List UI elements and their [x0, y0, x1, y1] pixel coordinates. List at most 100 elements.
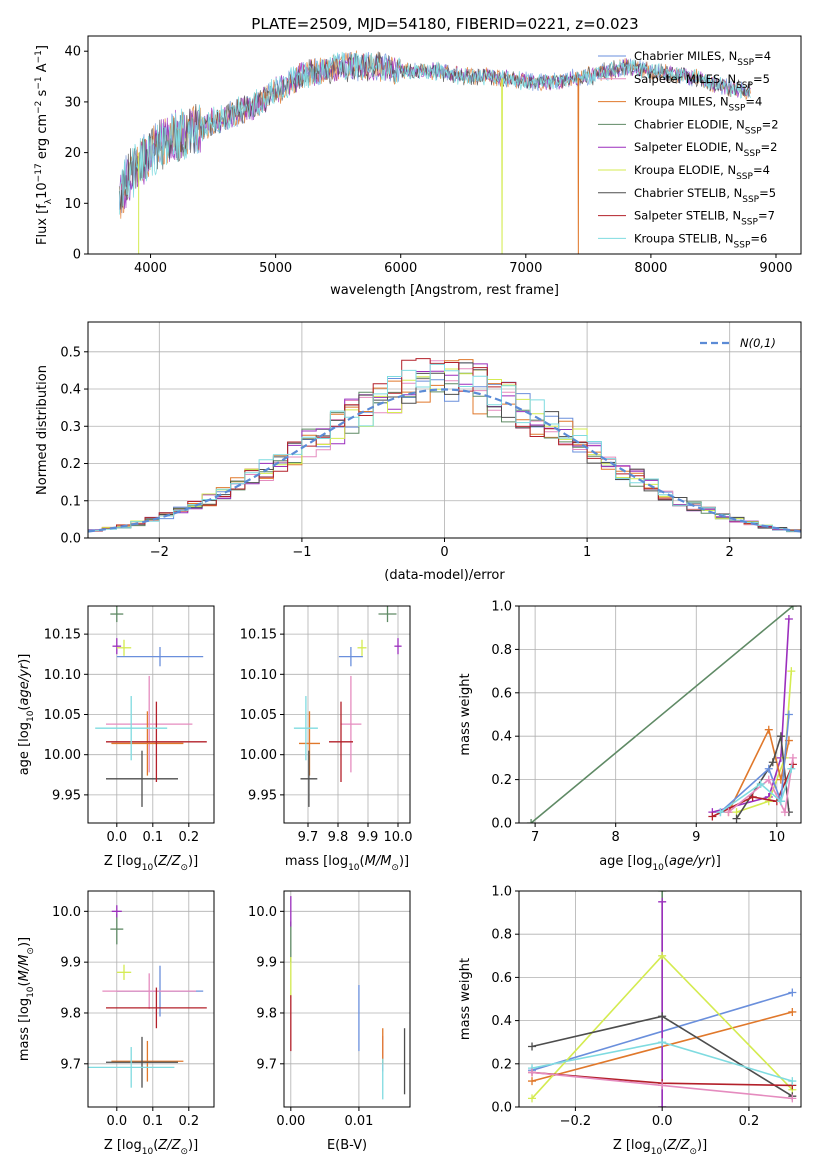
x-axis-label: wavelength [Angstrom, rest frame]	[330, 283, 559, 298]
spectrum-dropout	[577, 77, 580, 254]
x-axis-label: mass [log10(M/M⊙)]	[285, 854, 409, 873]
weight-series	[528, 1068, 797, 1103]
axes-frame	[87, 605, 215, 824]
axes-age_vs_mass: 9.7 9.8 9.9 10.0 9.95 10.00 10.05 10.10 10.15 mas…	[240, 605, 412, 873]
y-tick-label: 10	[64, 197, 81, 212]
y-axis-label: mass weight	[458, 958, 473, 1040]
weight-marker	[724, 808, 733, 817]
y-tick-label: 20	[64, 146, 81, 161]
plot-area	[527, 606, 797, 823]
legend-entry: Chabrier ELODIE, NSSP=2	[634, 117, 779, 136]
y-tick-label: 10.15	[44, 628, 81, 643]
errorbar-point	[88, 1047, 175, 1088]
gridlines	[88, 606, 214, 823]
weight-marker	[658, 1038, 667, 1047]
axes-frame	[87, 890, 215, 1108]
weight-line	[712, 764, 794, 818]
axes-frame	[87, 35, 802, 255]
errorbar-point	[106, 675, 193, 773]
x-axis-label: Z [log10(Z/Z⊙)]	[104, 1138, 198, 1157]
y-tick-label: 0.3	[60, 420, 81, 435]
legend: Chabrier MILES, NSSP=4 Salpeter MILES, NS…	[598, 49, 779, 250]
plot-area	[528, 891, 797, 1107]
axes-frame	[518, 890, 802, 1108]
axes-mass_vs_EBV: 0.00 0.01 9.7 9.8 9.9 10.0 E(B-V)	[248, 890, 411, 1153]
axes-frame	[518, 605, 802, 824]
errorbar-point	[340, 675, 362, 773]
y-tick-label: 40	[64, 45, 81, 60]
y-tick-label: 1.0	[491, 600, 512, 615]
x-tick-label: 0.0	[106, 1114, 127, 1129]
errorbar-point	[110, 606, 124, 623]
weight-marker	[658, 891, 667, 895]
y-tick-label: 10.05	[44, 708, 81, 723]
legend-entry: Kroupa ELODIE, NSSP=4	[634, 163, 770, 182]
y-tick-label: 10.00	[44, 748, 81, 763]
plot-area	[88, 358, 801, 533]
y-tick-label: 9.95	[248, 788, 277, 803]
axes-mass_vs_Z: 0.0 0.1 0.2 9.7 9.8 9.9 10.0 Z [log10(Z/Z⊙)] mas…	[17, 890, 215, 1157]
y-tick-label: 10.0	[52, 905, 81, 920]
x-tick-label: 4000	[134, 261, 167, 276]
weight-marker	[768, 758, 777, 767]
x-tick-label: 1	[583, 545, 591, 560]
y-tick-label: 9.9	[60, 956, 81, 971]
errorbar-point	[102, 973, 196, 1009]
errorbar-point	[112, 638, 122, 655]
y-tick-label: 0.2	[491, 773, 512, 788]
x-tick-label: 0.2	[178, 830, 199, 845]
y-tick-label: 0.0	[491, 1101, 512, 1116]
x-tick-label: 9.8	[328, 830, 349, 845]
x-tick-label: 9000	[759, 261, 792, 276]
errorbar-point	[106, 987, 207, 1029]
errorbar-point	[106, 1036, 178, 1088]
y-tick-label: 0.6	[491, 971, 512, 986]
spectrum-line	[118, 51, 751, 215]
y-tick-label: 10.10	[240, 668, 277, 683]
axes-spectrum: 4000 5000 6000 7000 8000 9000 0 10 20 30 40 wavelen…	[34, 35, 802, 298]
x-tick-label: 2	[726, 545, 734, 560]
weight-marker	[788, 753, 797, 762]
legend: N(0,1)	[700, 336, 776, 350]
y-axis-label: mass weight	[458, 673, 473, 755]
weight-marker	[528, 1068, 537, 1077]
y-tick-label: 0.4	[491, 730, 512, 745]
y-tick-label: 9.9	[256, 956, 277, 971]
y-tick-label: 10.05	[240, 708, 277, 723]
errorbar-point	[106, 701, 207, 783]
y-axis-label: mass [log10(M/M⊙)]	[17, 937, 36, 1061]
weight-marker	[776, 797, 785, 806]
errorbar-point	[300, 750, 318, 807]
x-tick-label: 0.01	[344, 1114, 373, 1129]
legend-entry: Salpeter MILES, NSSP=5	[634, 72, 770, 91]
errorbar-point	[106, 750, 178, 807]
weight-marker	[658, 1081, 667, 1090]
weight-marker	[780, 808, 789, 817]
x-axis-label: Z [log10(Z/Z⊙)]	[613, 1138, 707, 1157]
y-axis-label: Flux [fλ10−17 erg cm−2 s−1 A−1]	[34, 45, 54, 245]
axes-frame	[87, 321, 802, 539]
x-axis-label: age [log10(age/yr)]	[599, 854, 721, 873]
x-tick-label: 0.0	[652, 1114, 673, 1129]
axes-residual_histogram: −2 −1 0 1 2 0.0 0.1 0.2 0.3 0.4 0.5 (data-model)/er…	[35, 321, 802, 583]
y-tick-label: 0.0	[60, 532, 81, 547]
gridlines	[284, 606, 410, 823]
weight-series	[724, 753, 797, 817]
weight-marker	[732, 814, 741, 823]
x-tick-label: 8	[612, 830, 620, 845]
plot-area	[95, 606, 207, 807]
weight-marker	[788, 988, 797, 997]
weight-line	[530, 606, 794, 823]
weight-line	[719, 768, 793, 813]
y-axis-label: age [log10(age/yr)]	[17, 654, 36, 776]
weight-marker	[708, 812, 717, 821]
weight-marker	[788, 1077, 797, 1086]
weight-marker	[764, 797, 773, 806]
x-axis-label: E(B-V)	[327, 1138, 367, 1153]
errorbar-point	[357, 639, 367, 656]
x-tick-label: 6000	[384, 261, 417, 276]
legend-entry: Kroupa MILES, NSSP=4	[634, 95, 762, 114]
weight-marker	[528, 1042, 537, 1051]
errorbar-point	[95, 696, 168, 761]
